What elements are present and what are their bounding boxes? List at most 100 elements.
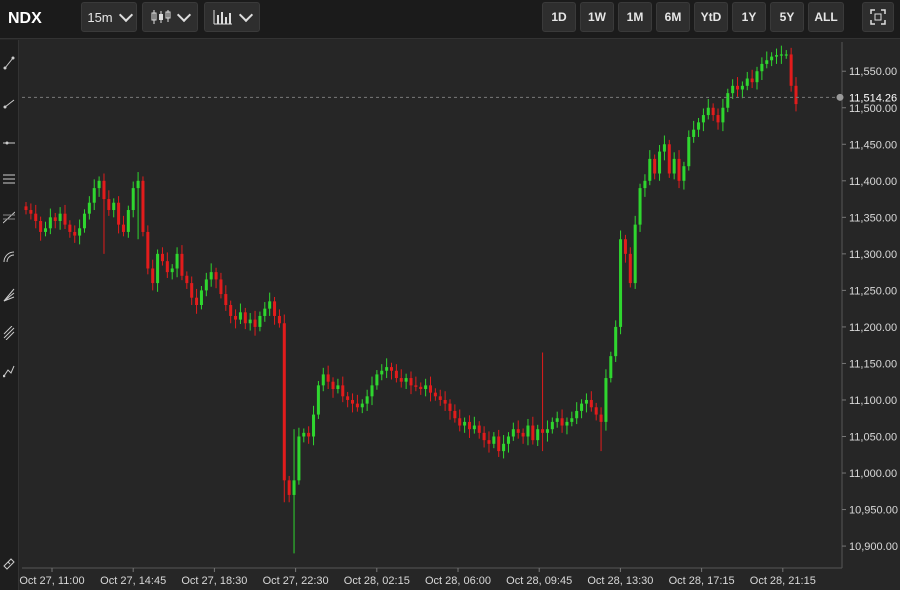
candle-down — [165, 261, 169, 273]
candle-up — [92, 188, 96, 203]
candle-up — [48, 217, 52, 229]
ruler-icon[interactable] — [2, 552, 16, 574]
candle-up — [316, 385, 320, 415]
channel-icon[interactable] — [2, 168, 16, 190]
candle-up — [565, 421, 569, 426]
candle-up — [550, 421, 554, 430]
price-axis: 10,900.00 10,950.00 11,000.00 11,050.00 11,1… — [842, 66, 898, 553]
x-tick-label: Oct 28, 06:00 — [425, 575, 491, 587]
candle-down — [677, 158, 681, 181]
x-tick-label: Oct 28, 13:30 — [587, 575, 653, 587]
candle-down — [716, 115, 720, 123]
candle-down — [794, 85, 798, 105]
candle-down — [409, 378, 413, 386]
candle-down — [68, 224, 72, 232]
ray-icon[interactable] — [2, 92, 16, 114]
candle-up — [463, 421, 467, 426]
candle-up — [580, 403, 584, 411]
candle-up — [726, 93, 730, 108]
fib-arc-icon[interactable] — [2, 246, 16, 268]
candle-up — [472, 425, 476, 430]
candle-down — [453, 410, 457, 419]
candle-up — [643, 180, 647, 189]
candle-up — [82, 213, 86, 229]
candle-up — [774, 55, 779, 57]
interval-label: 15m — [87, 9, 113, 25]
last-price-marker: 11,514.26 — [22, 92, 897, 104]
candle-up — [687, 136, 691, 167]
candle-up — [614, 326, 618, 357]
candle-up — [682, 166, 686, 181]
candle-down — [39, 220, 43, 232]
candle-down — [589, 399, 593, 408]
candle-up — [360, 403, 364, 408]
candle-up — [765, 60, 769, 64]
indicators-dropdown[interactable] — [204, 2, 260, 32]
candle-up — [604, 378, 608, 422]
candle-down — [653, 158, 657, 174]
x-tick-label: Oct 27, 22:30 — [263, 575, 329, 587]
candle-up — [404, 378, 408, 382]
candle-up — [170, 268, 174, 273]
candle-down — [667, 144, 671, 174]
candle-up — [638, 188, 642, 225]
y-tick-label: 11,000.00 — [849, 468, 897, 480]
candle-down — [146, 231, 150, 269]
candle-down — [190, 283, 194, 298]
fib-retracement-icon[interactable] — [2, 206, 16, 228]
range-5y-button[interactable]: 5Y — [770, 2, 804, 32]
candle-up — [536, 429, 540, 441]
x-tick-label: Oct 28, 21:15 — [750, 575, 816, 587]
candle-up — [584, 399, 588, 404]
range-1d-button[interactable]: 1D — [542, 2, 576, 32]
candle-down — [34, 213, 38, 221]
candle-down — [433, 392, 437, 397]
chart-type-dropdown[interactable] — [142, 2, 198, 32]
y-tick-label: 11,300.00 — [849, 249, 897, 261]
y-tick-label: 11,500.00 — [849, 103, 897, 115]
y-tick-label: 10,900.00 — [849, 541, 898, 553]
range-6m-button[interactable]: 6M — [656, 2, 690, 32]
candle-down — [623, 239, 627, 254]
horizontal-line-icon[interactable] — [2, 132, 16, 154]
candle-up — [248, 319, 252, 324]
candle-down — [438, 396, 442, 400]
range-ytd-button[interactable]: YtD — [694, 2, 728, 32]
y-tick-label: 11,250.00 — [849, 285, 897, 297]
range-all-button[interactable]: ALL — [808, 2, 844, 32]
candle-down — [214, 272, 218, 280]
candle-up — [701, 115, 705, 123]
x-tick-label: Oct 27, 18:30 — [181, 575, 247, 587]
y-tick-label: 11,150.00 — [849, 358, 897, 370]
last-price-label: 11,514.26 — [849, 92, 897, 104]
fullscreen-button[interactable] — [862, 2, 894, 32]
interval-dropdown[interactable]: 15m — [81, 2, 137, 32]
fib-fan-icon[interactable] — [2, 284, 16, 306]
range-1m-button[interactable]: 1M — [618, 2, 652, 32]
pitchfork-icon[interactable] — [2, 322, 16, 344]
candle-down — [121, 224, 125, 232]
range-1w-button[interactable]: 1W — [580, 2, 614, 32]
candle-down — [541, 429, 545, 433]
candle-up — [43, 228, 48, 232]
candle-up — [126, 210, 130, 232]
candle-down — [497, 436, 501, 452]
candle-down — [253, 319, 257, 327]
candle-up — [238, 312, 242, 320]
candle-down — [482, 432, 486, 441]
candlestick-icon — [151, 10, 171, 24]
candle-up — [97, 180, 101, 189]
candle-up — [648, 158, 652, 181]
candle-up — [78, 228, 82, 236]
candle-down — [195, 297, 199, 305]
candle-up — [570, 418, 574, 422]
symbol-label[interactable]: NDX — [8, 10, 42, 27]
candle-up — [672, 158, 676, 174]
candle-up — [555, 418, 559, 422]
trendline-icon[interactable] — [2, 52, 16, 74]
path-icon[interactable] — [2, 360, 16, 382]
candle-up — [370, 385, 374, 397]
candle-down — [341, 385, 345, 397]
range-1y-button[interactable]: 1Y — [732, 2, 766, 32]
